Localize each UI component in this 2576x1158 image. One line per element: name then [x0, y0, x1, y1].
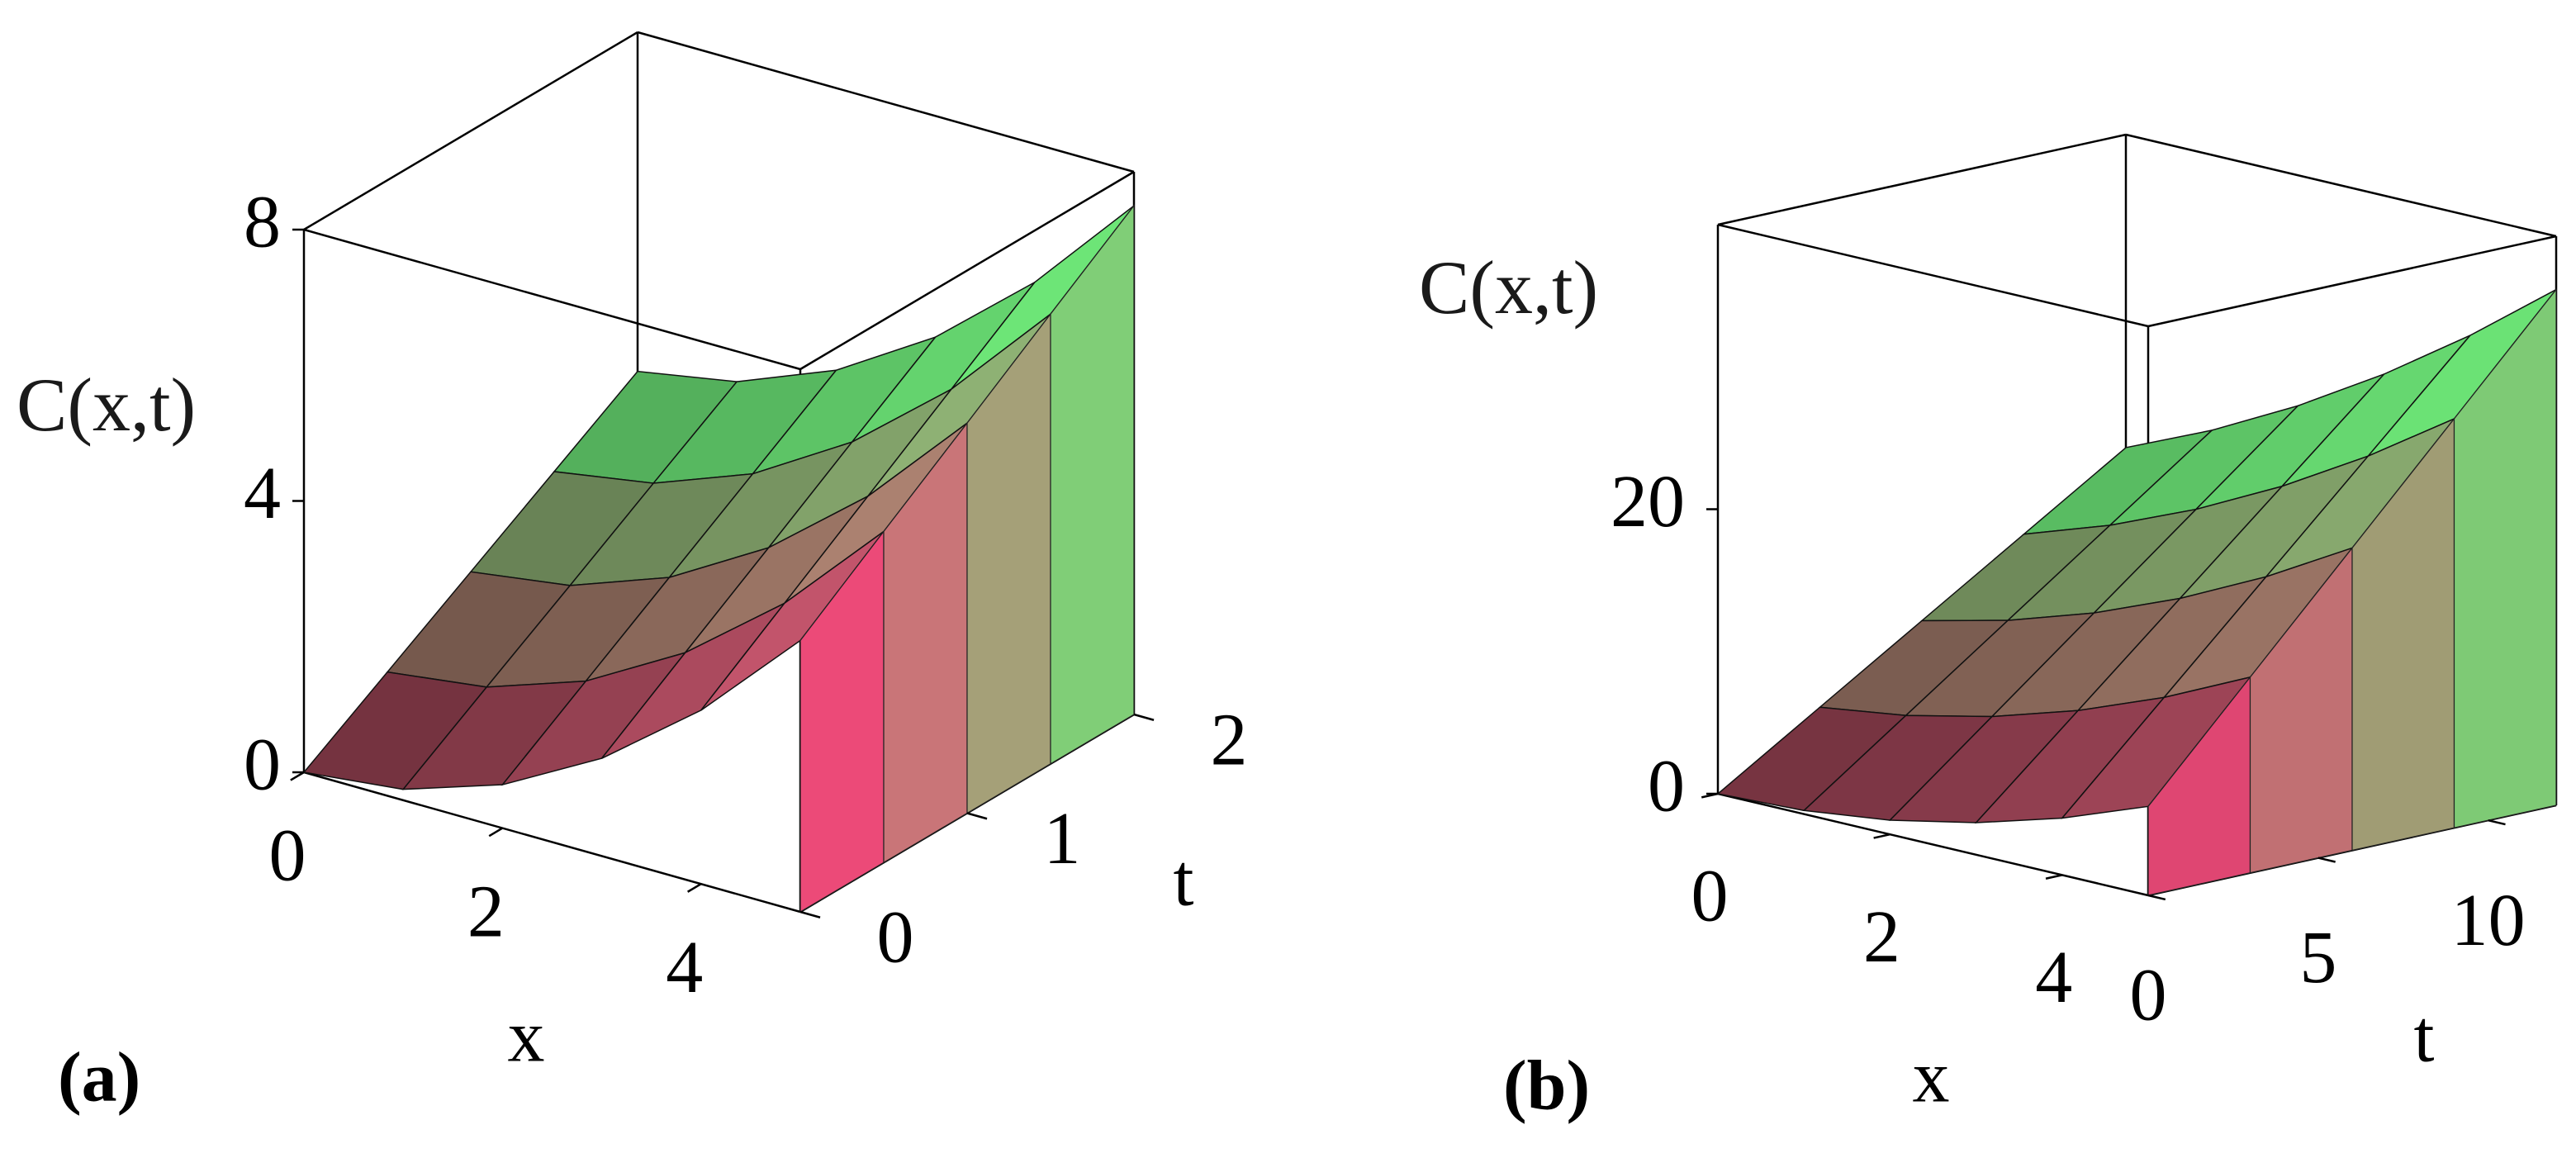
z-tick-label: 0 [244, 724, 281, 806]
t-tick-label: 1 [1044, 798, 1081, 880]
t-axis-label: t [2413, 996, 2434, 1078]
panel-label: (a) [58, 1037, 140, 1117]
box-edge [1717, 133, 2127, 226]
box-edge [2147, 235, 2557, 328]
z-tick-label: 0 [1648, 746, 1685, 828]
x-tick-label: 2 [467, 871, 505, 952]
box-edge [1717, 792, 2149, 897]
x-tick [1873, 833, 1890, 839]
t-tick [1133, 713, 1155, 721]
t-tick [2147, 894, 2166, 901]
box-edge [2125, 133, 2557, 238]
x-axis-label: x [508, 996, 545, 1078]
x-tick [687, 883, 702, 893]
z-tick-label: 8 [244, 182, 281, 263]
panel-label: (b) [1503, 1046, 1590, 1125]
t-tick-label: 2 [1211, 700, 1248, 781]
t-tick [966, 812, 988, 820]
box-edge [1717, 223, 2149, 328]
x-tick-label: 4 [2035, 937, 2072, 1018]
z-tick-label: 4 [244, 453, 281, 534]
t-tick-label: 0 [877, 897, 914, 979]
t-axis-label: t [1173, 840, 1193, 922]
t-tick-label: 0 [2130, 955, 2167, 1037]
side-wall [2453, 287, 2557, 828]
t-tick [2317, 857, 2336, 863]
x-tick-label: 4 [666, 927, 703, 1009]
x-tick [290, 771, 305, 781]
side-wall [1050, 204, 1135, 765]
t-tick [2488, 819, 2506, 826]
box-edge [303, 228, 801, 371]
x-tick-label: 2 [1863, 896, 1900, 978]
t-tick-label: 5 [2299, 917, 2336, 999]
box-edge [637, 31, 1135, 173]
x-tick [2045, 874, 2063, 880]
box-edge [303, 771, 801, 914]
box-edge [303, 31, 638, 231]
x-axis-label: x [1913, 1037, 1950, 1118]
z-axis-label: C(x,t) [17, 363, 196, 447]
t-tick [799, 910, 821, 918]
box-edge [799, 170, 1135, 371]
z-axis-label: C(x,t) [1419, 245, 1598, 330]
x-tick-label: 0 [1691, 856, 1729, 937]
z-tick-label: 20 [1611, 461, 1685, 543]
t-tick-label: 10 [2451, 880, 2526, 961]
x-tick-label: 0 [269, 815, 306, 897]
x-tick [488, 827, 504, 838]
